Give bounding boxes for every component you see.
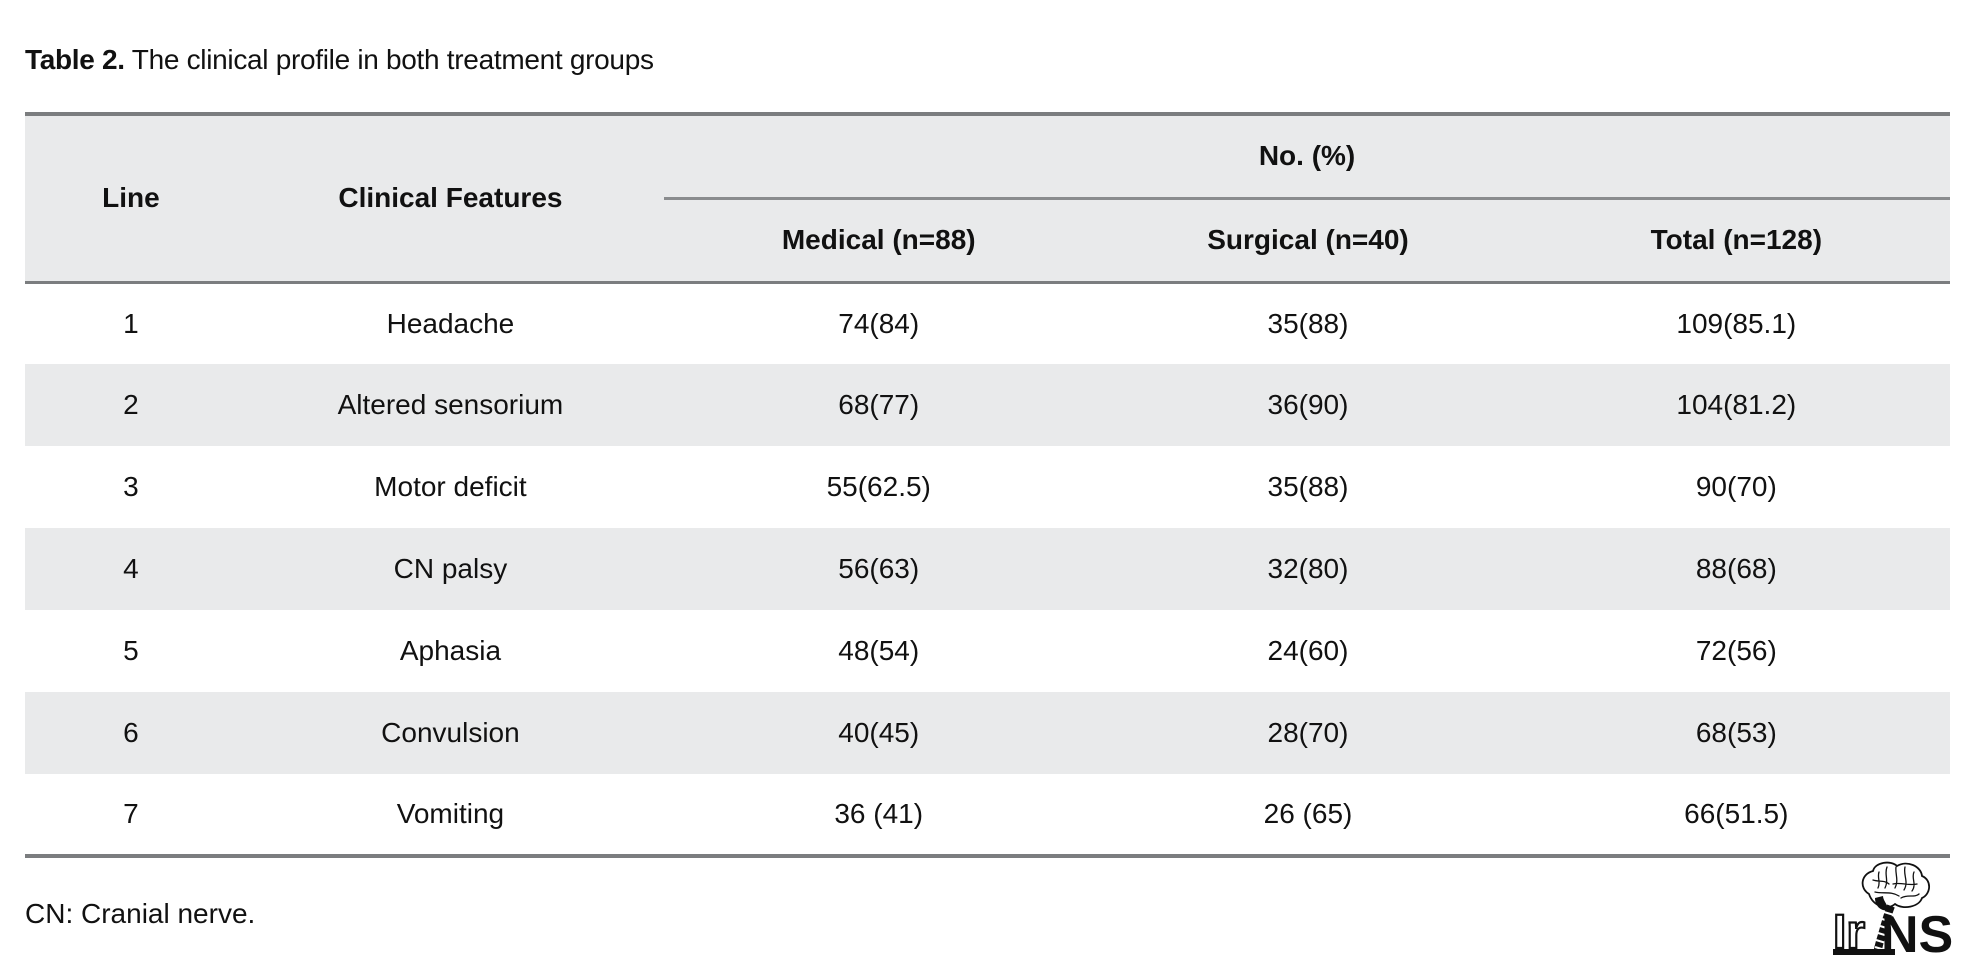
cell-total: 68(53): [1522, 692, 1950, 774]
table-row: 3 Motor deficit 55(62.5) 35(88) 90(70): [25, 446, 1950, 528]
cell-line: 7: [25, 774, 237, 858]
header-group-row: Line Clinical Features No. (%): [25, 114, 1950, 284]
cell-line: 2: [25, 364, 237, 446]
cell-surgical: 36(90): [1093, 364, 1523, 446]
cell-medical: 74(84): [838, 307, 920, 339]
cell-total: 104(81.2): [1522, 364, 1950, 446]
table-row: 1 Headache 74(84) 35(88) 109(85.1): [25, 282, 1950, 364]
cell-total: 66(51.5): [1522, 774, 1950, 858]
cell-medical: 55(62.5): [826, 471, 931, 502]
cell-total: 72(56): [1695, 635, 1777, 666]
journal-logo: Ir NS: [1832, 861, 1953, 958]
cell-feature: Aphasia: [399, 635, 502, 666]
cell-medical: 36 (41): [664, 774, 1094, 858]
cell-feature: CN palsy: [236, 528, 665, 610]
column-header-surgical: Surgical (n=40): [1093, 198, 1523, 284]
column-header-total: Total (n=128): [1522, 198, 1950, 284]
cell-surgical: 28(70): [1093, 692, 1523, 774]
table-row: 5 Aphasia 48(54) 24(60) 72(56): [25, 610, 1950, 692]
brain-icon: [1861, 861, 1931, 911]
logo-suffix-text: NS: [1881, 906, 1953, 958]
cell-line: 5: [123, 635, 139, 666]
cell-medical: 48(54): [838, 635, 920, 666]
table-row: 4 CN palsy 56(63) 32(80) 88(68): [25, 528, 1950, 610]
table-row: 7 Vomiting 36 (41) 26 (65) 66(51.5): [25, 774, 1950, 858]
cell-line: 1: [123, 307, 139, 339]
table-row: 2 Altered sensorium 68(77) 36(90) 104(81…: [25, 364, 1950, 446]
header-sub-row: Medical (n=88) Surgical (n=40) Total (n=…: [25, 198, 1950, 284]
table-caption-number: Table 2.: [25, 44, 125, 75]
cell-surgical: 35(88): [1267, 471, 1349, 502]
cell-surgical: 24(60): [1267, 635, 1349, 666]
table-footnote: CN: Cranial nerve.: [25, 898, 256, 929]
cell-medical: 68(77): [664, 364, 1094, 446]
column-header-clinical-features: Clinical Features: [236, 114, 665, 284]
table-header: Line Clinical Features No. (%) Medical (…: [25, 114, 1950, 284]
cell-total: 109(85.1): [1676, 307, 1797, 339]
clinical-profile-table: Line Clinical Features No. (%) Medical (…: [25, 112, 1950, 858]
cell-feature: Headache: [386, 307, 515, 339]
table-caption-text: The clinical profile in both treatment g…: [124, 44, 654, 75]
table-caption: Table 2. The clinical profile in both tr…: [25, 44, 654, 76]
logo-prefix-text: Ir: [1833, 906, 1865, 958]
cell-medical: 40(45): [664, 692, 1094, 774]
cell-medical: 56(63): [664, 528, 1094, 610]
cell-line: 4: [25, 528, 237, 610]
table-body: 1 Headache 74(84) 35(88) 109(85.1) 2 Alt…: [25, 282, 1950, 858]
cell-line: 6: [25, 692, 237, 774]
column-header-line: Line: [25, 114, 237, 284]
cell-line: 3: [123, 471, 139, 502]
cell-surgical: 32(80): [1093, 528, 1523, 610]
cell-total: 90(70): [1695, 471, 1777, 502]
table-row: 6 Convulsion 40(45) 28(70) 68(53): [25, 692, 1950, 774]
cell-feature: Motor deficit: [374, 471, 527, 502]
column-group-header-no-pct: No. (%): [664, 114, 1950, 200]
cell-total: 88(68): [1522, 528, 1950, 610]
logo-baseline-bar: [1833, 949, 1895, 955]
cell-surgical: 26 (65): [1093, 774, 1523, 858]
cell-feature: Vomiting: [236, 774, 665, 858]
column-header-medical: Medical (n=88): [664, 198, 1094, 284]
cell-feature: Convulsion: [236, 692, 665, 774]
cell-feature: Altered sensorium: [236, 364, 665, 446]
cell-surgical: 35(88): [1267, 307, 1349, 339]
